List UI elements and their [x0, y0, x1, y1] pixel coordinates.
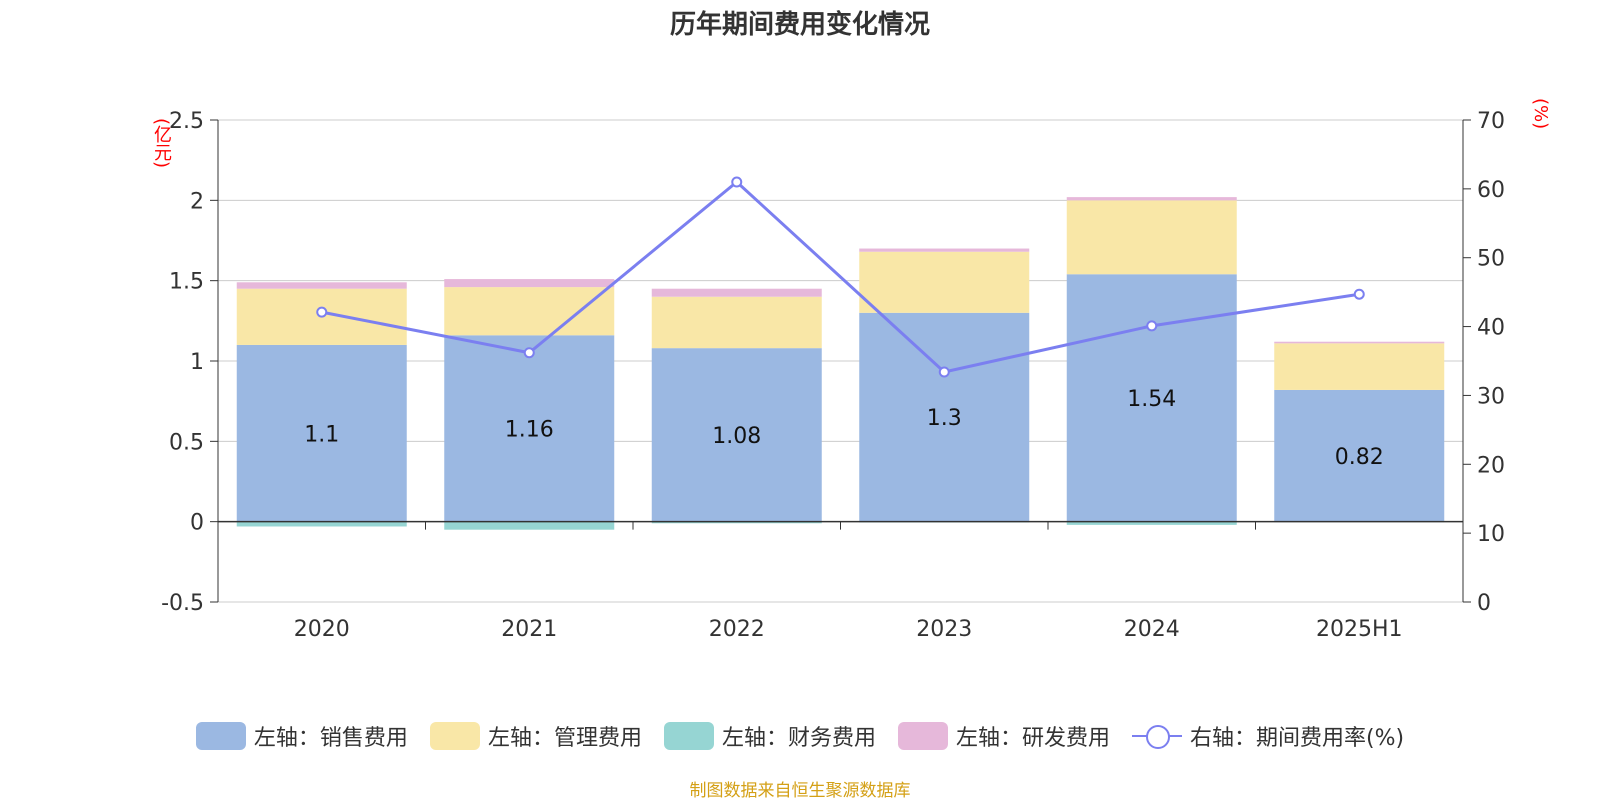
- expense-rate-point: [317, 308, 326, 317]
- expense-rate-point: [1147, 321, 1156, 330]
- legend-item-finance[interactable]: 左轴：财务费用: [664, 720, 876, 752]
- left-axis-tick-label: 1.5: [169, 270, 204, 295]
- legend-label-expense-rate: 右轴：期间费用率(%): [1190, 720, 1404, 752]
- legend-swatch-finance: [664, 722, 714, 750]
- bar-segment: [444, 522, 614, 530]
- expense-rate-point: [732, 177, 741, 186]
- legend-label-rnd: 左轴：研发费用: [956, 720, 1110, 752]
- chart-legend: 左轴：销售费用 左轴：管理费用 左轴：财务费用 左轴：研发费用 右轴：期间费用率…: [0, 720, 1600, 752]
- legend-item-expense-rate[interactable]: 右轴：期间费用率(%): [1132, 720, 1404, 752]
- legend-item-sales[interactable]: 左轴：销售费用: [196, 720, 408, 752]
- x-axis-tick-label: 2022: [709, 617, 765, 642]
- right-axis-tick-label: 20: [1477, 453, 1505, 478]
- right-axis-tick-label: 10: [1477, 522, 1505, 547]
- right-axis-tick-label: 40: [1477, 316, 1505, 341]
- bar-segment: [859, 252, 1029, 313]
- left-axis-tick-label: 1: [190, 350, 204, 375]
- right-axis-tick-label: 70: [1477, 109, 1505, 134]
- x-axis-tick-label: 2021: [501, 617, 557, 642]
- bar-segment: [859, 249, 1029, 252]
- bar-data-label: 1.54: [1127, 387, 1176, 412]
- left-axis-tick-label: 2.5: [169, 109, 204, 134]
- bar-segment: [1067, 200, 1237, 274]
- left-axis-tick-label: 0.5: [169, 430, 204, 455]
- legend-item-management[interactable]: 左轴：管理费用: [430, 720, 642, 752]
- bar-segment: [1067, 197, 1237, 200]
- legend-swatch-sales: [196, 722, 246, 750]
- legend-swatch-rnd: [898, 722, 948, 750]
- legend-swatch-expense-rate: [1132, 722, 1182, 750]
- x-axis-tick-label: 2025H1: [1316, 617, 1403, 642]
- bar-data-label: 1.1: [304, 422, 339, 447]
- chart-plot: -0.5 0 0.5 1 1.5 2 2.5 0 10 20 30 40 50 60 70 2020 2021 2…: [0, 0, 1600, 700]
- data-source-note: 制图数据来自恒生聚源数据库: [0, 776, 1600, 801]
- bar-data-label: 1.16: [505, 417, 554, 442]
- right-axis-tick-label: 30: [1477, 384, 1505, 409]
- bar-data-label: 1.08: [712, 424, 761, 449]
- bar-segment: [1274, 342, 1444, 344]
- bar-data-label: 1.3: [927, 406, 962, 431]
- right-axis-tick-label: 50: [1477, 247, 1505, 272]
- left-axis-tick-label: -0.5: [161, 591, 204, 616]
- left-axis-tick-label: 0: [190, 511, 204, 536]
- x-axis-tick-label: 2024: [1124, 617, 1180, 642]
- bar-segment: [444, 279, 614, 287]
- bar-data-label: 0.82: [1335, 445, 1384, 470]
- bar-segment: [1274, 343, 1444, 390]
- right-axis-tick-label: 60: [1477, 178, 1505, 203]
- legend-item-rnd[interactable]: 左轴：研发费用: [898, 720, 1110, 752]
- legend-label-sales: 左轴：销售费用: [254, 720, 408, 752]
- right-axis-tick-label: 0: [1477, 591, 1491, 616]
- bar-segment: [652, 297, 822, 348]
- legend-swatch-management: [430, 722, 480, 750]
- bar-segment: [652, 289, 822, 297]
- bar-segment: [237, 282, 407, 288]
- expense-rate-point: [940, 368, 949, 377]
- bar-segment: [444, 287, 614, 335]
- left-axis-tick-label: 2: [190, 189, 204, 214]
- x-axis-tick-label: 2020: [294, 617, 350, 642]
- x-axis-tick-label: 2023: [916, 617, 972, 642]
- legend-label-finance: 左轴：财务费用: [722, 720, 876, 752]
- legend-label-management: 左轴：管理费用: [488, 720, 642, 752]
- expense-rate-point: [525, 348, 534, 357]
- expense-rate-point: [1355, 290, 1364, 299]
